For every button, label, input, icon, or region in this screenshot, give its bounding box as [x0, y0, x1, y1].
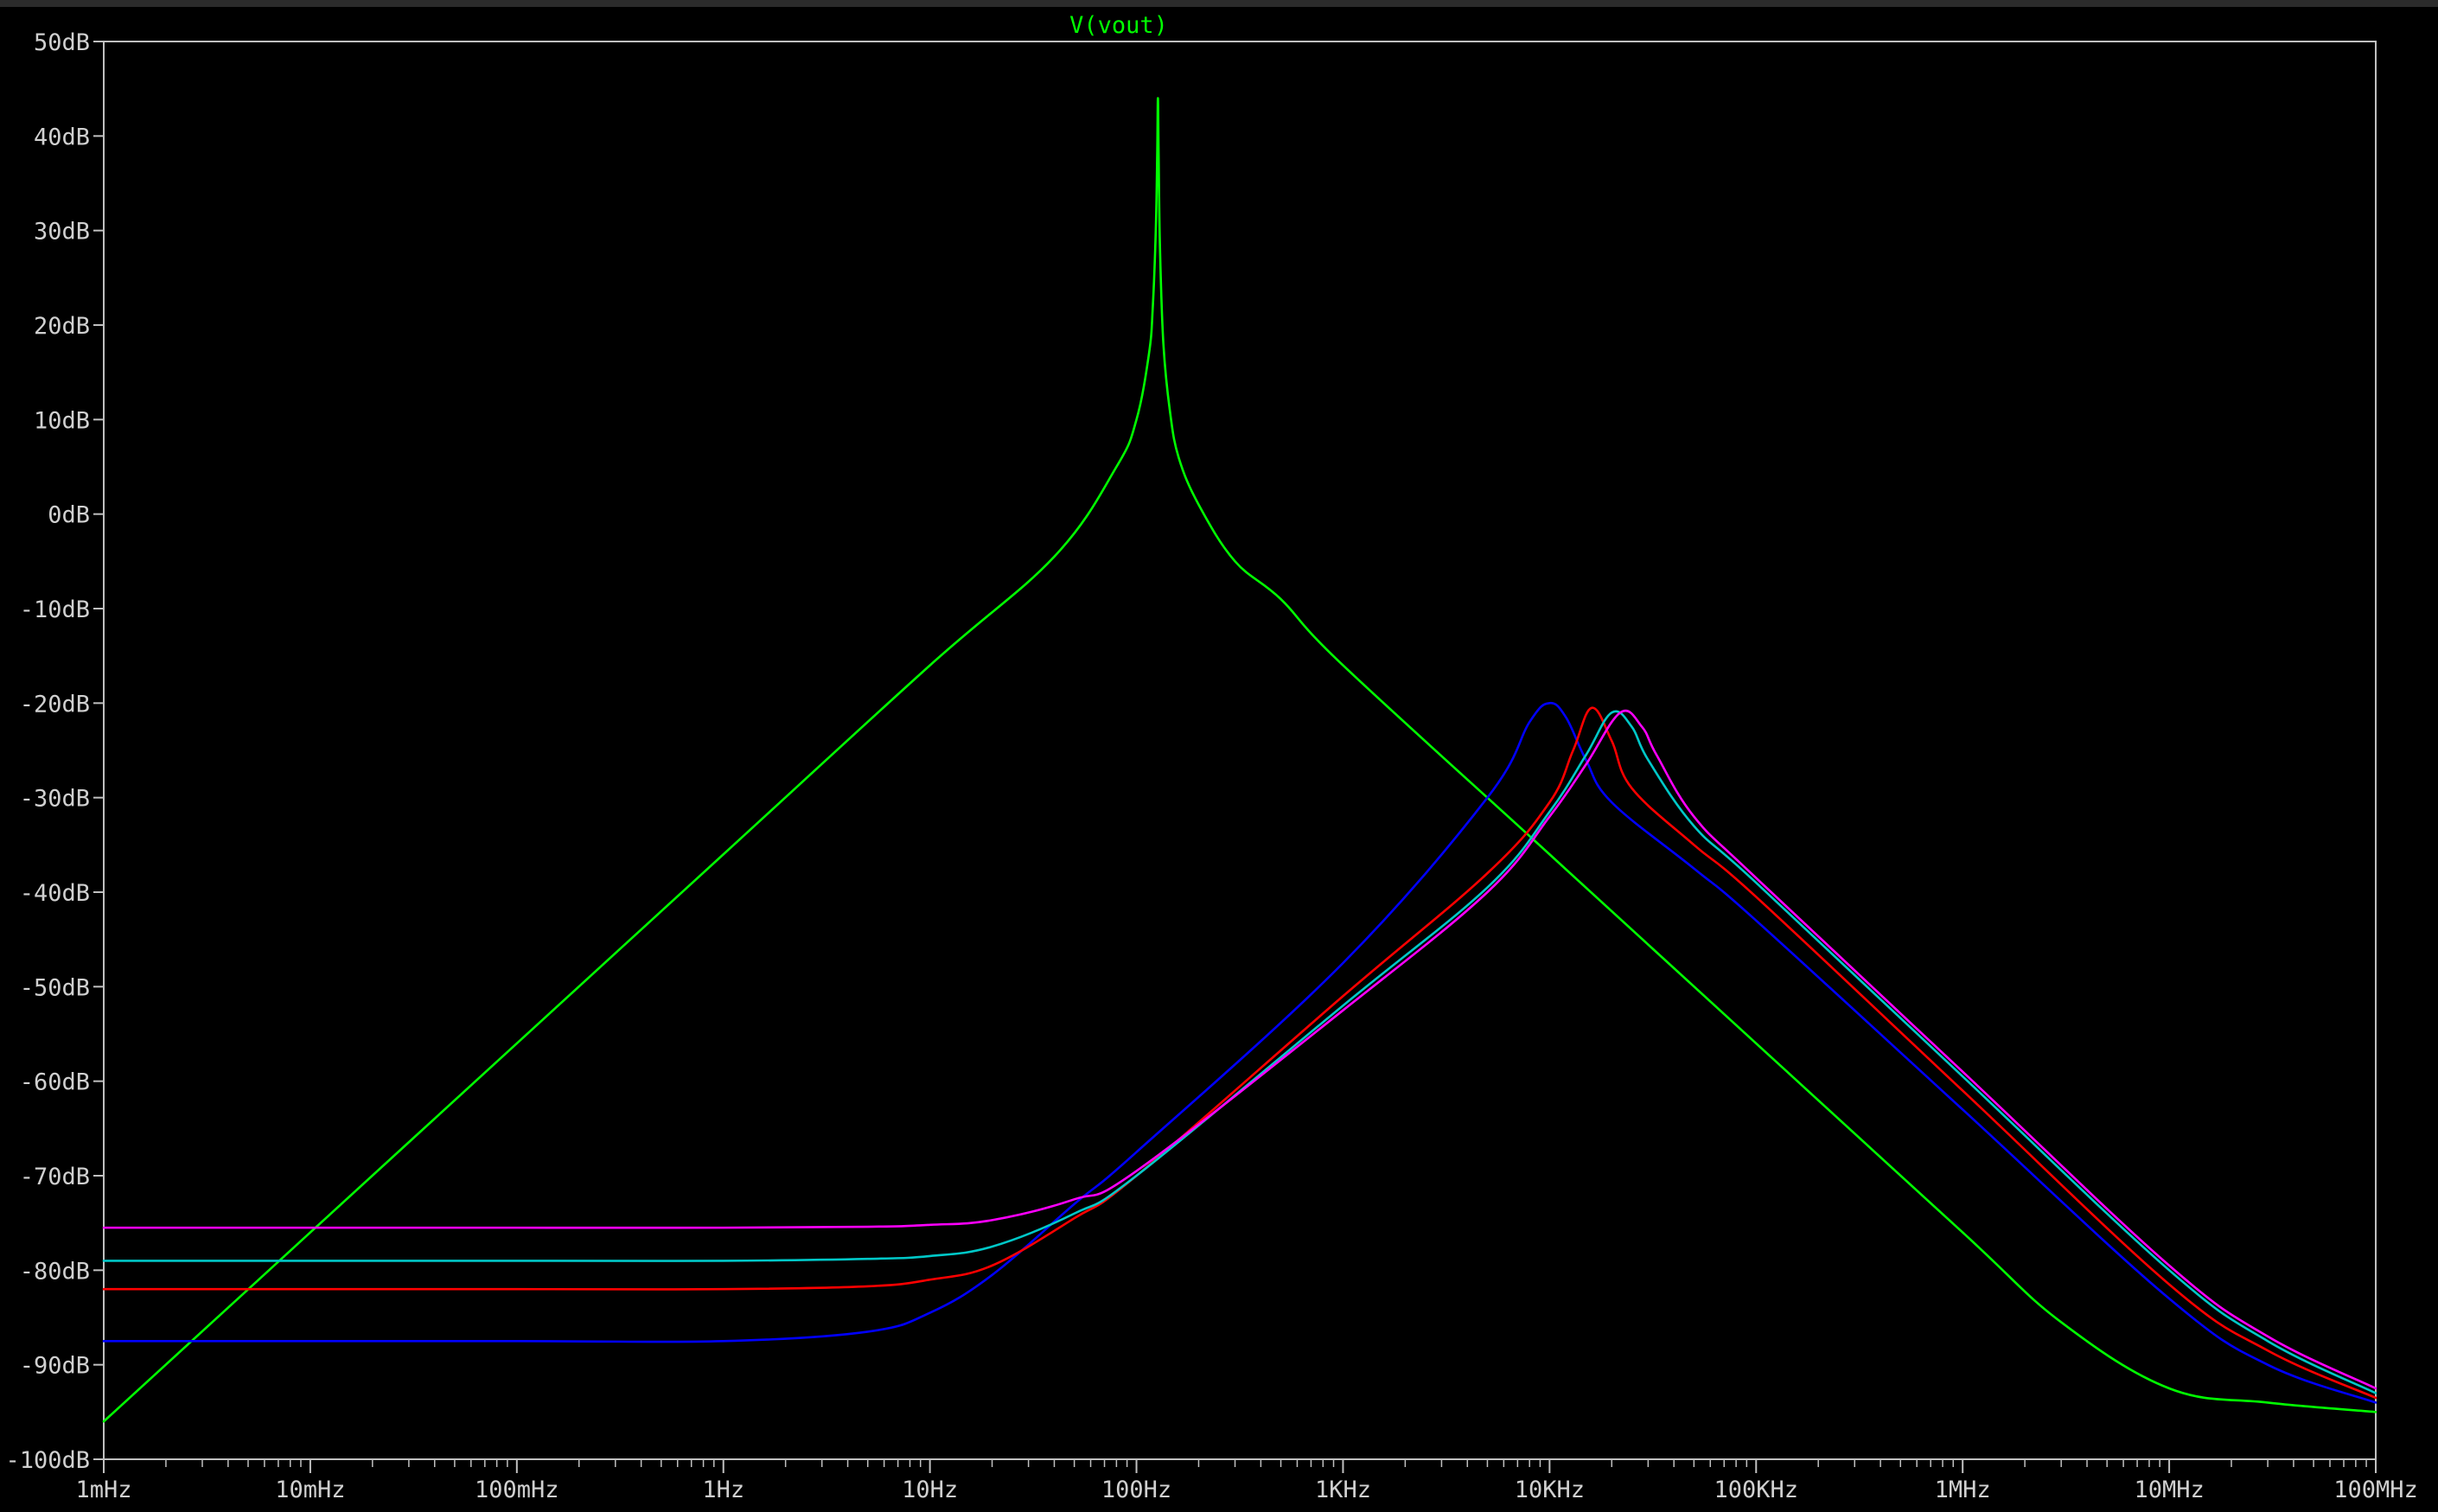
x-tick-label: 100MHz — [2333, 1477, 2418, 1503]
x-tick-label: 1MHz — [1935, 1477, 1991, 1503]
trace-0 — [102, 97, 2377, 1423]
y-tick-label: -50dB — [20, 974, 90, 1001]
chart-title: V(vout) — [1069, 12, 1168, 39]
x-tick-label: 10KHz — [1515, 1477, 1585, 1503]
trace-3 — [102, 710, 2377, 1394]
x-tick-label: 1KHz — [1315, 1477, 1371, 1503]
window-top-strip — [0, 0, 2438, 7]
x-tick-label: 100mHz — [475, 1477, 559, 1503]
y-tick-label: -70dB — [20, 1164, 90, 1190]
y-tick-label: -60dB — [20, 1069, 90, 1096]
y-tick-label: 40dB — [34, 124, 90, 150]
y-tick-label: 30dB — [34, 219, 90, 246]
trace-1 — [102, 701, 2377, 1404]
x-tick-label: 10Hz — [902, 1477, 958, 1503]
y-tick-label: -10dB — [20, 597, 90, 623]
y-tick-label: -100dB — [5, 1447, 90, 1474]
y-tick-label: -30dB — [20, 786, 90, 813]
y-tick-label: -90dB — [20, 1353, 90, 1380]
x-tick-label: 1mHz — [75, 1477, 131, 1503]
y-tick-label: 10dB — [34, 407, 90, 434]
plot-frame — [103, 41, 2377, 1460]
x-tick-label: 10mHz — [275, 1477, 345, 1503]
trace-4 — [102, 709, 2377, 1390]
x-tick-label: 100Hz — [1101, 1477, 1171, 1503]
y-tick-label: -80dB — [20, 1258, 90, 1285]
y-tick-label: 0dB — [48, 502, 90, 529]
x-tick-label: 10MHz — [2134, 1477, 2204, 1503]
y-tick-label: -20dB — [20, 691, 90, 718]
x-tick-label: 100KHz — [1714, 1477, 1798, 1503]
y-tick-label: -40dB — [20, 880, 90, 907]
y-tick-label: 50dB — [34, 29, 90, 56]
trace-2 — [102, 706, 2377, 1400]
y-tick-label: 20dB — [34, 313, 90, 340]
x-tick-label: 1Hz — [702, 1477, 744, 1503]
